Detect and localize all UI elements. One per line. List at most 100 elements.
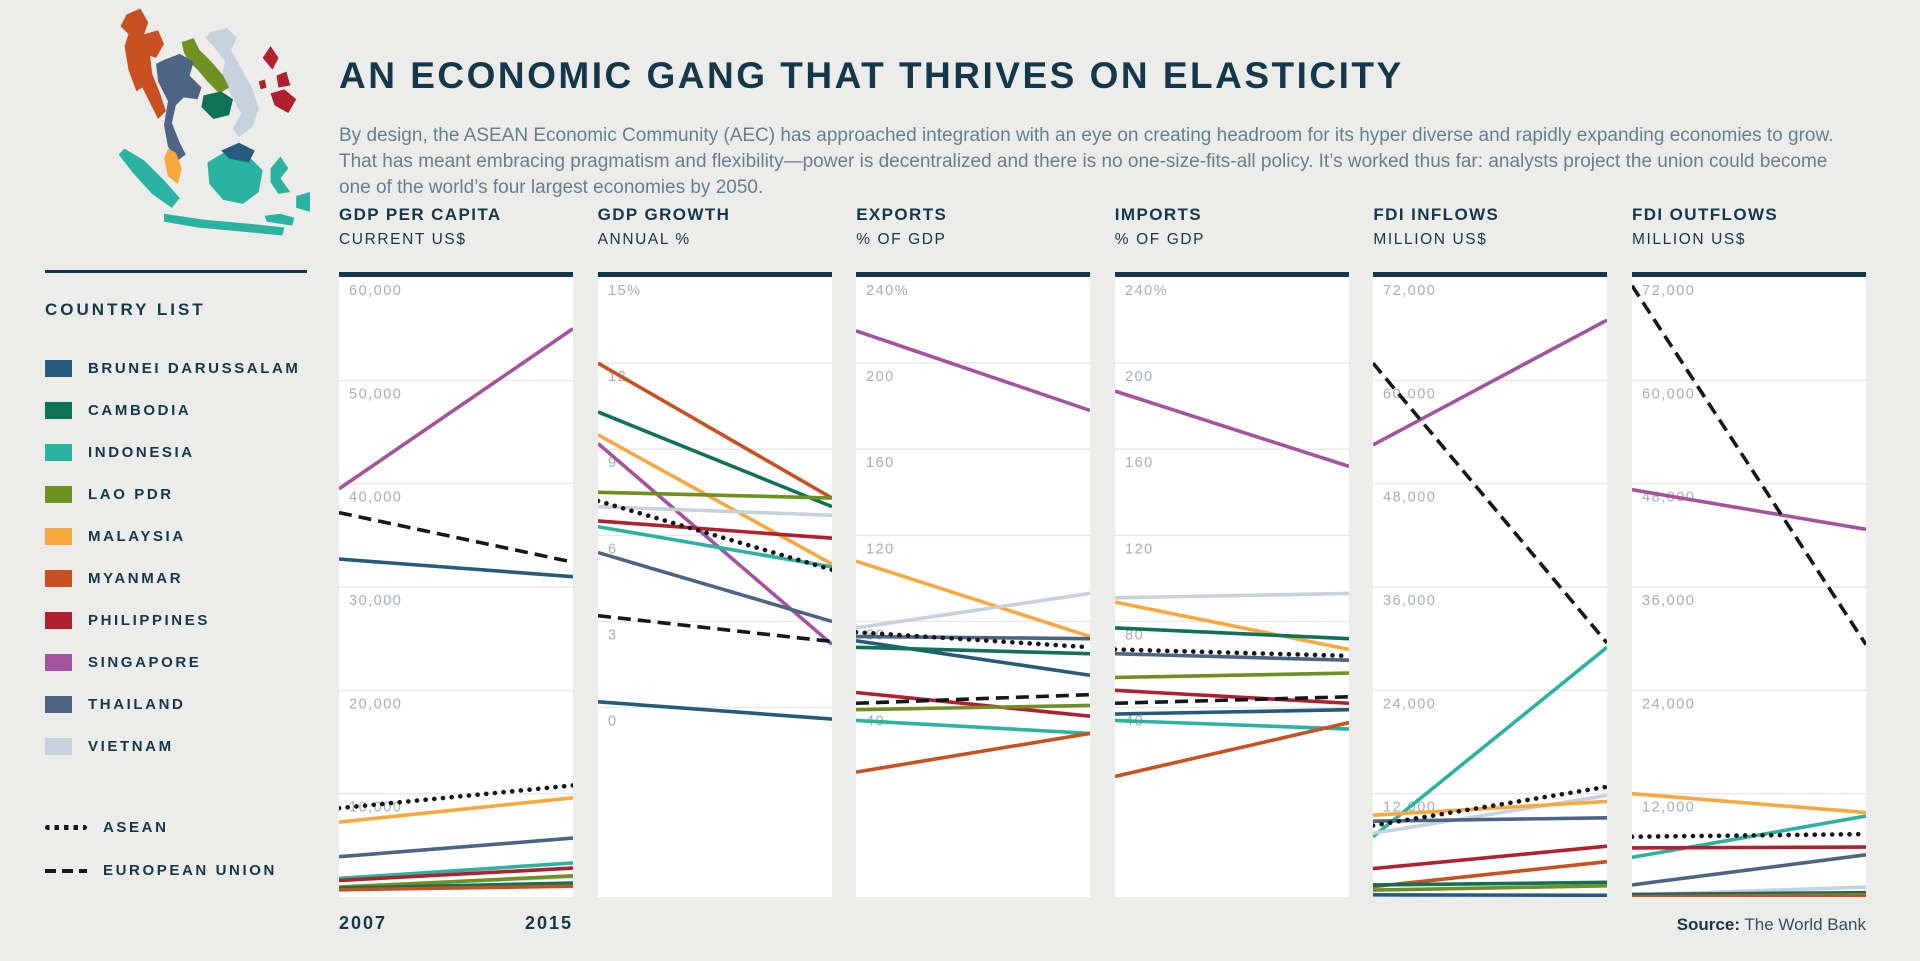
myanmar-color-swatch — [45, 569, 72, 587]
chart-subtitle: MILLION US$ — [1373, 231, 1488, 248]
thailand-line — [1631, 853, 1866, 887]
y-tick-label: 80 — [1125, 627, 1144, 643]
myanmar-line — [1114, 720, 1349, 779]
lao-line — [1373, 884, 1608, 892]
chart-title: FDI OUTFLOWS — [1631, 205, 1779, 224]
chart-top-border — [1373, 272, 1608, 277]
country-list-heading: COUNTRY LIST — [45, 300, 206, 319]
source-value: The World Bank — [1740, 915, 1866, 934]
legend-label: EUROPEAN UNION — [103, 862, 277, 879]
map-myanmar — [120, 8, 166, 120]
page-subtitle: By design, the ASEAN Economic Community … — [339, 125, 1834, 198]
malaysia-line — [339, 796, 573, 824]
philippines-color-swatch — [45, 611, 72, 629]
y-tick-label: 6 — [608, 541, 618, 557]
map-east-islands — [264, 192, 311, 226]
map-brunei — [221, 142, 255, 163]
legend-label: ASEAN — [103, 819, 169, 836]
y-tick-label: 72,000 — [1642, 283, 1695, 299]
chart-plot: 240%2001601208040 — [1114, 283, 1349, 779]
singapore-color-swatch — [45, 653, 72, 671]
y-tick-label: 36,000 — [1383, 593, 1436, 609]
chart-subtitle: ANNUAL % — [597, 231, 691, 248]
myanmar-line — [1631, 894, 1866, 897]
y-tick-label: 9 — [608, 455, 618, 471]
map-java — [164, 213, 285, 236]
y-tick-label: 160 — [1125, 455, 1154, 471]
legend-label: BRUNEI DARUSSALAM — [88, 359, 301, 377]
y-tick-label: 24,000 — [1383, 696, 1436, 712]
y-tick-label: 72,000 — [1383, 283, 1436, 299]
philippines-line — [339, 866, 573, 883]
cambodia-color-swatch — [45, 401, 72, 419]
map-philippines — [258, 46, 297, 114]
country-legend: BRUNEI DARUSSALAM CAMBODIA INDONESIA LAO PD… — [45, 347, 301, 767]
asean-map — [118, 8, 311, 236]
chart-title: GDP PER CAPITA — [339, 205, 502, 224]
y-tick-label: 15% — [608, 283, 642, 299]
y-tick-label: 40,000 — [349, 490, 402, 506]
legend-label: PHILIPPINES — [88, 611, 210, 629]
y-tick-label: 200 — [1125, 369, 1154, 385]
philippines-line — [1373, 844, 1608, 871]
y-tick-label: 60,000 — [1383, 386, 1436, 402]
lao-line — [856, 703, 1091, 712]
singapore-line — [1373, 318, 1608, 447]
chart-subtitle: % OF GDP — [856, 231, 947, 248]
y-tick-label: 12,000 — [1642, 800, 1695, 816]
thailand-line — [856, 634, 1091, 641]
y-tick-label: 24,000 — [1642, 696, 1695, 712]
chart-top-border — [856, 272, 1091, 277]
y-tick-label: 20,000 — [349, 696, 402, 712]
y-tick-label: 48,000 — [1383, 490, 1436, 506]
chart-plot: 240%2001601208040 — [856, 283, 1091, 774]
eu-line — [597, 613, 832, 644]
y-tick-label: 36,000 — [1642, 593, 1695, 609]
asean-line — [339, 783, 573, 811]
malaysia-line — [1114, 600, 1349, 652]
source-label: Source: — [1676, 915, 1740, 934]
singapore-line — [1114, 389, 1349, 469]
y-tick-label: 160 — [866, 455, 895, 471]
aggregate-legend: ASEAN EUROPEAN UNION — [45, 806, 277, 892]
lao-line — [1114, 671, 1349, 680]
lao-line — [339, 874, 573, 889]
malaysia-line — [1373, 799, 1608, 817]
legend-item-indonesia: INDONESIA — [45, 431, 301, 473]
page-title: AN ECONOMIC GANG THAT THRIVES ON ELASTIC… — [339, 54, 1404, 96]
map-sumatra — [118, 148, 180, 208]
eu-line — [339, 510, 573, 564]
lao-line — [597, 490, 832, 500]
legend-label: INDONESIA — [88, 443, 195, 461]
indonesia-color-swatch — [45, 443, 72, 461]
brunei-line — [1114, 707, 1349, 716]
y-tick-label: 3 — [608, 627, 618, 643]
charts-row: GDP PER CAPITA CURRENT US$ 60,000 50,000 40,… — [339, 205, 1866, 897]
indonesia-line — [1114, 718, 1349, 731]
legend-item-asean: ASEAN — [45, 806, 277, 849]
chart-panel-fdi-inflows: FDI INFLOWS MILLION US$ 72,000 60,000 48,000… — [1373, 205, 1608, 897]
chart-title: FDI INFLOWS — [1373, 205, 1500, 224]
malaysia-color-swatch — [45, 527, 72, 545]
map-cambodia — [201, 91, 234, 120]
chart-panel-gdp-growth: GDP GROWTH ANNUAL % 15% 12 9 6 3 0 — [597, 205, 832, 897]
thailand-line — [597, 550, 832, 624]
map-malaysia — [164, 148, 182, 185]
legend-item-myanmar: MYANMAR — [45, 557, 301, 599]
legend-label: MALAYSIA — [88, 527, 186, 545]
eu-line — [1631, 284, 1866, 646]
eu-line-sample — [45, 868, 87, 873]
vietnam-line — [1114, 591, 1349, 600]
myanmar-line — [339, 884, 573, 892]
legend-label: LAO PDR — [88, 485, 174, 503]
malaysia-line — [597, 433, 832, 566]
chart-subtitle: CURRENT US$ — [339, 231, 467, 248]
cambodia-line — [856, 645, 1091, 656]
legend-label: THAILAND — [88, 695, 186, 713]
y-tick-label: 0 — [608, 714, 618, 730]
chart-subtitle: MILLION US$ — [1631, 231, 1747, 248]
legend-item-vietnam: VIETNAM — [45, 725, 301, 767]
legend-item-malaysia: MALAYSIA — [45, 515, 301, 557]
